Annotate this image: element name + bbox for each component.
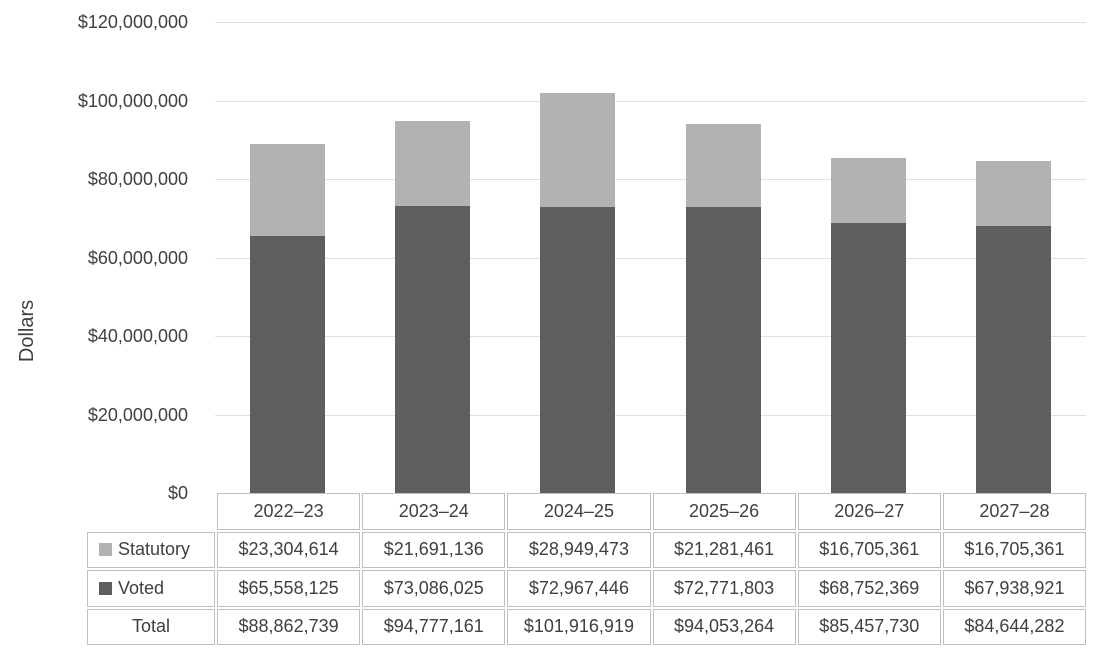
table-value-cell: $28,949,473: [507, 531, 651, 568]
y-tick-label: $20,000,000: [87, 404, 188, 425]
bar-segment-statutory: [830, 157, 906, 224]
bar-group: [215, 22, 360, 493]
table-value-cell: $88,862,739: [217, 608, 361, 645]
bar-segment-voted: [395, 206, 471, 493]
gridline: [215, 414, 1086, 416]
bar-segment-statutory: [540, 92, 616, 207]
table-value-cell: $94,777,161: [362, 608, 506, 645]
table-category-cell: 2024–25: [507, 493, 651, 530]
table-value-cell: $16,705,361: [942, 531, 1086, 568]
bar-segment-voted: [975, 226, 1051, 493]
table-value-cell: $101,916,919: [507, 608, 651, 645]
data-table: 2022–23 2023–24 2024–25 2025–26 2026–27 2027–…: [87, 493, 1086, 645]
bar-group: [796, 22, 941, 493]
y-tick-label: $80,000,000: [87, 169, 188, 189]
table-row-label-text: Statutory: [118, 539, 191, 560]
bar-segment-statutory: [395, 121, 471, 207]
table-row-label-total: Total: [87, 608, 215, 645]
bar-group: [505, 22, 650, 493]
table-category-cell: 2023–24: [362, 493, 506, 530]
gridline: [215, 100, 1086, 102]
table-value-cell: $72,967,446: [507, 570, 651, 607]
bar-segment-statutory: [685, 123, 761, 208]
bar-segment-statutory: [975, 160, 1051, 227]
bar-segment-voted: [830, 223, 906, 493]
table-value-cell: $67,938,921: [942, 570, 1086, 607]
table-value-cell: $94,053,264: [652, 608, 796, 645]
table-corner: [87, 493, 215, 530]
table-value-cell: $21,691,136: [362, 531, 506, 568]
table-row-label-text: Voted: [118, 577, 165, 598]
bar-group: [360, 22, 505, 493]
table-row-label-statutory: Statutory: [87, 531, 215, 568]
y-tick-label: $60,000,000: [87, 247, 188, 268]
table-category-cell: 2022–23: [217, 493, 361, 530]
legend-swatch-statutory: [99, 543, 112, 557]
bar-group: [941, 22, 1086, 493]
bar-segment-statutory: [250, 144, 326, 236]
table-row-label-text: Total: [131, 616, 171, 637]
y-tick-label: $120,000,000: [77, 12, 188, 32]
table-value-cell: $23,304,614: [217, 531, 361, 568]
table-value-cell: $21,281,461: [652, 531, 796, 568]
y-tick-label: $100,000,000: [77, 90, 188, 111]
y-tick-label: $40,000,000: [87, 326, 188, 346]
table-category-cell: 2026–27: [797, 493, 941, 530]
table-category-cell: 2027–28: [942, 493, 1086, 530]
bar-segment-voted: [250, 235, 326, 493]
gridline: [215, 336, 1086, 337]
gridline: [215, 22, 1086, 23]
gridline: [215, 179, 1086, 180]
bar-segment-voted: [540, 206, 616, 493]
table-value-cell: $72,771,803: [652, 570, 796, 607]
y-tick-label: $0: [167, 483, 188, 503]
bar-segment-voted: [685, 207, 761, 493]
gridline: [215, 257, 1086, 259]
bar-group: [651, 22, 796, 493]
table-value-cell: $85,457,730: [797, 608, 941, 645]
table-row-label-voted: Voted: [87, 570, 215, 607]
plot-area: [215, 22, 1086, 493]
table-value-cell: $84,644,282: [942, 608, 1086, 645]
legend-swatch-voted: [99, 581, 112, 595]
table-value-cell: $73,086,025: [362, 570, 506, 607]
table-value-cell: $68,752,369: [797, 570, 941, 607]
table-value-cell: $65,558,125: [217, 570, 361, 607]
table-value-cell: $16,705,361: [797, 531, 941, 568]
table-category-cell: 2025–26: [652, 493, 796, 530]
